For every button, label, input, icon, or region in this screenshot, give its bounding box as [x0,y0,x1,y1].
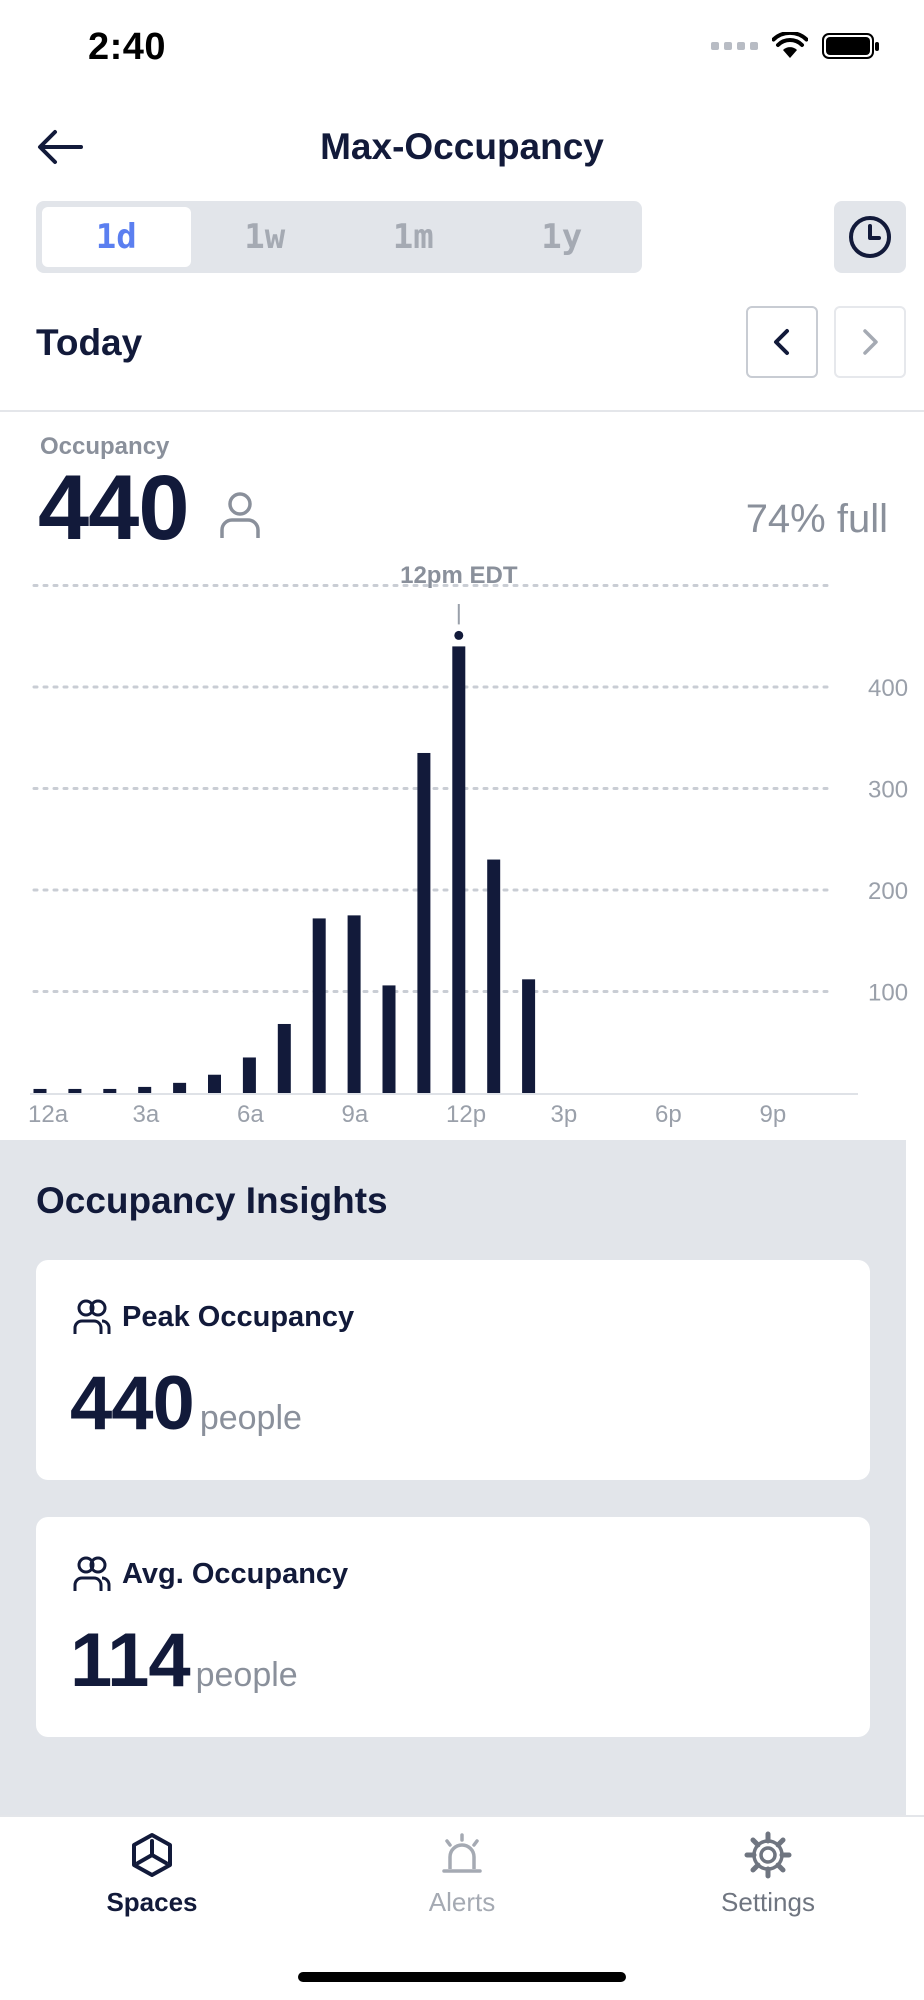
peak-occupancy-unit: people [199,1399,302,1437]
clock-icon [849,216,891,258]
bar [382,985,396,1093]
history-button[interactable] [834,201,906,273]
bar [68,1088,82,1093]
bar [452,646,466,1093]
y-tick-label: 100 [868,980,908,1007]
bar [347,915,361,1093]
x-tick-label: 3a [133,1101,160,1128]
card-header: Avg. Occupancy [72,1555,348,1593]
peak-occupancy-card[interactable]: Peak Occupancy 440 people [36,1260,870,1480]
bar [138,1086,152,1093]
status-icons [711,32,880,60]
y-tick-label: 300 [868,777,908,804]
insights-title: Occupancy Insights [36,1180,388,1221]
tab-1w[interactable]: 1w [244,217,286,257]
avg-occupancy-card[interactable]: Avg. Occupancy 114 people [36,1517,870,1737]
highlight-label: 12pm EDT [400,562,518,589]
chevron-left-icon [774,329,789,355]
page-title: Max-Occupancy [320,126,604,167]
group-icon [73,1556,111,1591]
back-button[interactable] [30,122,90,172]
x-tick-label: 9a [342,1101,369,1128]
cellular-signal-icon [711,42,758,50]
avg-occupancy-value: 114 [70,1618,191,1703]
wifi-icon [772,32,808,58]
status-bar: 2:40 [0,0,924,100]
tab-1d[interactable]: 1d [42,207,191,267]
bar [208,1074,221,1093]
home-indicator [298,1972,626,1982]
bar [173,1082,187,1093]
card-title: Peak Occupancy [122,1300,355,1333]
occupancy-percent-full: 74% full [745,497,888,541]
range-tabs: 1d 1w 1m 1y [36,201,642,273]
bar [417,752,431,1093]
insights-panel: Occupancy Insights Peak Occupancy 440 pe… [0,1140,906,1815]
group-icon [73,1299,111,1334]
x-tick-label: 6p [655,1101,682,1128]
alarm-bell-icon [442,1833,482,1873]
header: Max-Occupancy [0,110,924,190]
divider [0,410,924,412]
bar [33,1088,47,1093]
tab-1m[interactable]: 1m [392,217,434,257]
nav-spaces-label: Spaces [106,1887,198,1917]
x-tick-label: 9p [760,1101,787,1128]
card-value-row: 440 people [70,1360,302,1447]
person-icon [220,492,260,538]
x-tick-label: 6a [237,1101,264,1128]
bottom-nav: Spaces Alerts Settings [0,1815,924,2000]
chevron-right-icon [863,329,878,355]
battery-icon [822,33,879,59]
next-period-button[interactable] [834,306,906,378]
tab-1y[interactable]: 1y [541,217,583,257]
period-label: Today [36,322,143,363]
bar [487,859,501,1093]
gear-icon [744,1831,792,1879]
highlight-dot [454,630,464,640]
status-time: 2:40 [88,26,167,68]
arrow-left-icon [38,130,83,164]
nav-alerts[interactable]: Alerts [362,1831,562,1918]
nav-settings[interactable]: Settings [668,1831,868,1918]
card-value-row: 114 people [70,1617,298,1704]
occupancy-label: Occupancy [40,433,170,460]
previous-period-button[interactable] [746,306,818,378]
y-tick-label: 200 [868,878,908,905]
x-tick-label: 12a [28,1101,69,1128]
x-tick-label: 3p [551,1101,578,1128]
avg-occupancy-unit: people [195,1656,298,1694]
cube-icon [132,1833,172,1877]
card-title: Avg. Occupancy [122,1557,349,1590]
bar [277,1023,291,1093]
y-tick-label: 400 [868,675,908,702]
bar [103,1088,117,1093]
bar [242,1057,256,1093]
occupancy-value: 440 [38,457,189,559]
bar [312,918,326,1093]
peak-occupancy-value: 440 [70,1361,195,1446]
x-tick-label: 12p [446,1101,486,1128]
nav-spaces[interactable]: Spaces [52,1831,252,1918]
bar [522,979,536,1093]
nav-settings-label: Settings [721,1887,815,1917]
card-header: Peak Occupancy [72,1298,354,1336]
occupancy-bar-chart[interactable]: 100 200 300 400 12a 3a 6a 9a 12p 3p 6p 9p 12pm EDT [0,550,924,1130]
nav-alerts-label: Alerts [428,1887,496,1917]
